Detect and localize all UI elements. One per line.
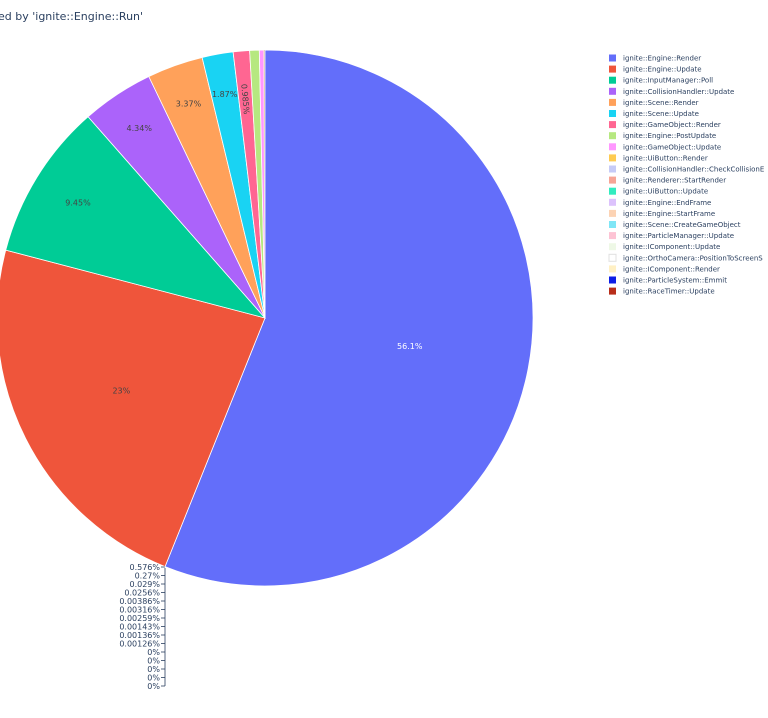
slice-label: 0%: [147, 648, 160, 657]
legend-item-label[interactable]: ignite::Engine::Update: [623, 66, 702, 74]
legend-item-label[interactable]: ignite::ParticleManager::Update: [623, 232, 734, 240]
legend-item-label[interactable]: ignite::GameObject::Render: [623, 121, 721, 129]
legend-item-label[interactable]: ignite::CollisionHandler::Update: [623, 88, 734, 96]
legend-swatch[interactable]: [609, 54, 616, 62]
legend-item-label[interactable]: ignite::CollisionHandler::CheckCollision…: [623, 166, 764, 174]
slice-label: 0.00143%: [119, 623, 160, 632]
inside-labels: 56.1% 23% 9.45% 4.34% 3.37% 1.87% 0.985%: [65, 84, 423, 396]
slice-label: 0.985%: [239, 84, 251, 116]
legend-item-label[interactable]: ignite::Engine::StartFrame: [623, 210, 715, 218]
pie-slices: [0, 49, 534, 587]
legend-swatch[interactable]: [609, 87, 616, 95]
legend-swatch[interactable]: [609, 232, 616, 240]
legend: ignite::Engine::Renderignite::Engine::Up…: [608, 54, 764, 296]
slice-label: 0.029%: [129, 580, 160, 589]
legend-item-label[interactable]: ignite::ParticleSystem::Emmit: [623, 277, 727, 285]
legend-swatch[interactable]: [609, 221, 616, 228]
chart-title: ed by 'ignite::Engine::Run': [0, 10, 143, 23]
legend-swatch[interactable]: [609, 65, 616, 73]
legend-swatch[interactable]: [609, 76, 616, 84]
slice-label: 0%: [147, 674, 160, 683]
legend-swatch[interactable]: [609, 98, 616, 106]
legend-swatch[interactable]: [609, 165, 616, 173]
slice-label: 0.00259%: [119, 614, 160, 623]
pie-slice[interactable]: [263, 50, 265, 318]
legend-swatch[interactable]: [608, 253, 617, 262]
legend-swatch[interactable]: [609, 110, 616, 117]
slice-label: 0%: [147, 682, 160, 691]
slice-label: 1.87%: [212, 90, 238, 99]
slice-label: 3.37%: [176, 99, 202, 108]
pie-slice[interactable]: [264, 50, 265, 319]
legend-swatch[interactable]: [609, 143, 616, 151]
legend-item-label[interactable]: ignite::UiButton::Render: [623, 154, 708, 162]
legend-item-label[interactable]: ignite::RaceTimer::Update: [623, 288, 715, 296]
legend-item-label[interactable]: ignite::IComponent::Update: [623, 243, 720, 251]
legend-item-label[interactable]: ignite::InputManager::Poll: [623, 77, 713, 85]
legend-swatch[interactable]: [609, 132, 616, 140]
legend-swatch[interactable]: [609, 187, 616, 195]
legend-swatch[interactable]: [609, 265, 616, 273]
pie-slice[interactable]: [5, 116, 267, 319]
slice-label: 9.45%: [65, 199, 91, 208]
slice-label: 0.576%: [129, 563, 160, 572]
legend-swatch[interactable]: [609, 121, 616, 129]
legend-swatch[interactable]: [609, 287, 616, 295]
legend-item-label[interactable]: ignite::OrthoCamera::PositionToScreenS: [623, 254, 763, 262]
legend-swatch[interactable]: [609, 243, 616, 251]
pie-slice[interactable]: [258, 49, 266, 319]
slice-label: 0.00386%: [119, 597, 160, 606]
legend-item-label[interactable]: ignite::Scene::CreateGameObject: [623, 221, 741, 229]
legend-item-label[interactable]: ignite::Engine::Render: [623, 55, 701, 63]
slice-label: 0.00136%: [119, 631, 160, 640]
legend-item-label[interactable]: ignite::Engine::EndFrame: [623, 199, 711, 207]
legend-item-label[interactable]: ignite::Renderer::StartRender: [623, 177, 726, 185]
outside-labels: 0.576%0.27%0.029%0.0256%0.00386%0.00316%…: [119, 563, 166, 691]
legend-swatch[interactable]: [609, 176, 616, 184]
slice-label: 0.27%: [135, 572, 161, 581]
legend-item-label[interactable]: ignite::UiButton::Update: [623, 188, 708, 196]
legend-swatch[interactable]: [609, 198, 616, 206]
legend-item-label[interactable]: ignite::Engine::PostUpdate: [623, 132, 716, 140]
pie-slice[interactable]: [164, 49, 534, 587]
slice-label: 23%: [112, 386, 130, 395]
pie-slice[interactable]: [0, 249, 266, 568]
slice-label: 0%: [147, 665, 160, 674]
legend-swatch[interactable]: [609, 209, 616, 217]
legend-item-label[interactable]: ignite::GameObject::Update: [623, 143, 721, 151]
slice-label: 4.34%: [127, 124, 153, 133]
slice-label: 0.00316%: [119, 606, 160, 615]
legend-item-label[interactable]: ignite::Scene::Render: [623, 99, 699, 107]
slice-label: 56.1%: [397, 342, 423, 351]
slice-label: 0%: [147, 657, 160, 666]
slice-label: 0.00126%: [119, 640, 160, 649]
legend-swatch[interactable]: [609, 276, 616, 284]
slice-label: 0.0256%: [124, 589, 160, 598]
legend-item-label[interactable]: ignite::Scene::Update: [623, 110, 699, 118]
legend-item-label[interactable]: ignite::IComponent::Render: [623, 265, 720, 273]
legend-swatch[interactable]: [609, 154, 616, 162]
